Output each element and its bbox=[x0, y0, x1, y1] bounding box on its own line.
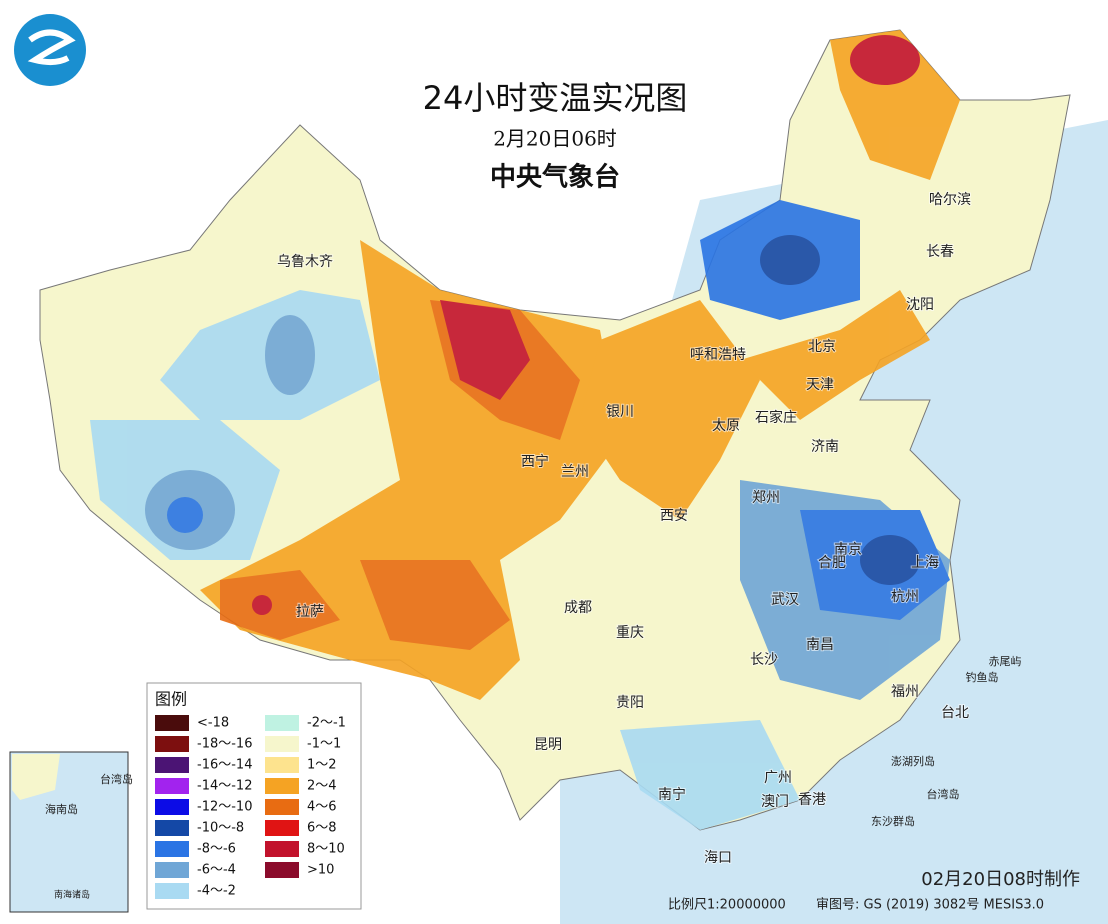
city-label: 昆明 bbox=[534, 737, 562, 753]
inset-label: 海南岛 bbox=[45, 802, 78, 816]
legend-label: 6～8 bbox=[307, 821, 337, 836]
city-label: 广州 bbox=[764, 770, 792, 786]
inset-caption: 南海诸岛 bbox=[54, 889, 90, 901]
legend-label: -10～-8 bbox=[197, 821, 244, 836]
legend-swatch bbox=[155, 883, 189, 899]
city-label: 沈阳 bbox=[906, 297, 934, 313]
city-label: 西安 bbox=[660, 508, 688, 524]
legend-label: -18～-16 bbox=[197, 737, 252, 752]
city-label: 武汉 bbox=[771, 592, 799, 608]
city-label: 郑州 bbox=[752, 490, 780, 506]
city-label: 拉萨 bbox=[296, 604, 324, 620]
legend-swatch bbox=[265, 820, 299, 836]
legend-swatch bbox=[155, 736, 189, 752]
subtitle: 2月20日06时 bbox=[493, 127, 617, 151]
city-label: 香港 bbox=[798, 792, 826, 808]
issuer: 中央气象台 bbox=[490, 162, 620, 193]
city-label: 成都 bbox=[564, 600, 592, 616]
legend-swatch bbox=[265, 799, 299, 815]
island-label: 澎湖列岛 bbox=[891, 754, 935, 768]
city-label: 重庆 bbox=[616, 625, 644, 641]
inset-land bbox=[12, 754, 60, 800]
legend-swatch bbox=[155, 841, 189, 857]
legend-swatch bbox=[155, 757, 189, 773]
city-label: 海口 bbox=[704, 850, 732, 866]
city-label: 济南 bbox=[811, 439, 839, 455]
city-label: 贵阳 bbox=[616, 695, 644, 711]
city-label: 福州 bbox=[891, 684, 919, 700]
island-label: 钓鱼岛 bbox=[966, 670, 999, 684]
island-label: 台湾岛 bbox=[927, 787, 960, 801]
legend-label: -6～-4 bbox=[197, 863, 236, 878]
legend-swatch bbox=[265, 862, 299, 878]
island-label: 东沙群岛 bbox=[871, 814, 915, 828]
legend-swatch bbox=[265, 841, 299, 857]
city-label: 南昌 bbox=[806, 637, 834, 653]
legend-label: -14～-12 bbox=[197, 779, 252, 794]
made-time: 02月20日08时制作 bbox=[921, 869, 1080, 890]
legend-swatch bbox=[155, 799, 189, 815]
legend-swatch bbox=[265, 757, 299, 773]
city-label: 南宁 bbox=[658, 786, 686, 803]
legend-swatch bbox=[265, 778, 299, 794]
temperature-fill bbox=[90, 30, 960, 830]
city-label: 长春 bbox=[926, 244, 954, 260]
city-label: 西宁 bbox=[521, 453, 549, 470]
approval: 审图号: GS (2019) 3082号 MESIS3.0 bbox=[816, 898, 1044, 913]
legend-label: -2～-1 bbox=[307, 716, 346, 731]
legend-label: >10 bbox=[307, 863, 334, 878]
city-label: 哈尔滨 bbox=[929, 192, 971, 208]
legend-swatch bbox=[155, 778, 189, 794]
legend-title: 图例 bbox=[155, 690, 187, 709]
city-label: 兰州 bbox=[561, 464, 589, 480]
legend-swatch bbox=[265, 715, 299, 731]
city-label: 台北 bbox=[941, 705, 969, 721]
city-label: 乌鲁木齐 bbox=[277, 254, 333, 270]
legend-swatch bbox=[155, 715, 189, 731]
legend-label: -4～-2 bbox=[197, 884, 236, 899]
city-label: 上海 bbox=[911, 555, 939, 571]
city-label: 天津 bbox=[806, 377, 834, 393]
legend-swatch bbox=[155, 820, 189, 836]
legend-swatch bbox=[155, 862, 189, 878]
logo-mark bbox=[27, 29, 76, 66]
city-label: 银川 bbox=[606, 404, 634, 420]
city-label: 合肥 bbox=[818, 555, 846, 571]
city-label: 长沙 bbox=[750, 652, 778, 668]
scale: 比例尺1:20000000 bbox=[668, 898, 786, 913]
legend-label: 8～10 bbox=[307, 842, 345, 857]
title: 24小时变温实况图 bbox=[423, 79, 688, 117]
legend-swatch bbox=[265, 736, 299, 752]
city-label: 呼和浩特 bbox=[690, 347, 746, 363]
inset-label: 台湾岛 bbox=[100, 772, 133, 786]
legend-label: -16～-14 bbox=[197, 758, 252, 773]
city-label: 澳门 bbox=[761, 794, 789, 810]
legend-label: 4～6 bbox=[307, 800, 337, 815]
legend-label: -1～1 bbox=[307, 737, 341, 752]
legend-label: <-18 bbox=[197, 716, 229, 731]
city-label: 杭州 bbox=[891, 589, 919, 605]
island-label: 赤尾屿 bbox=[989, 655, 1022, 668]
legend-label: 2～4 bbox=[307, 779, 337, 794]
city-label: 太原 bbox=[712, 418, 740, 434]
legend-label: 1～2 bbox=[307, 758, 337, 773]
city-label: 南京 bbox=[834, 542, 862, 558]
city-label: 石家庄 bbox=[755, 409, 797, 426]
legend-label: -12～-10 bbox=[197, 800, 252, 815]
city-label: 北京 bbox=[808, 339, 836, 355]
legend-label: -8～-6 bbox=[197, 842, 236, 857]
